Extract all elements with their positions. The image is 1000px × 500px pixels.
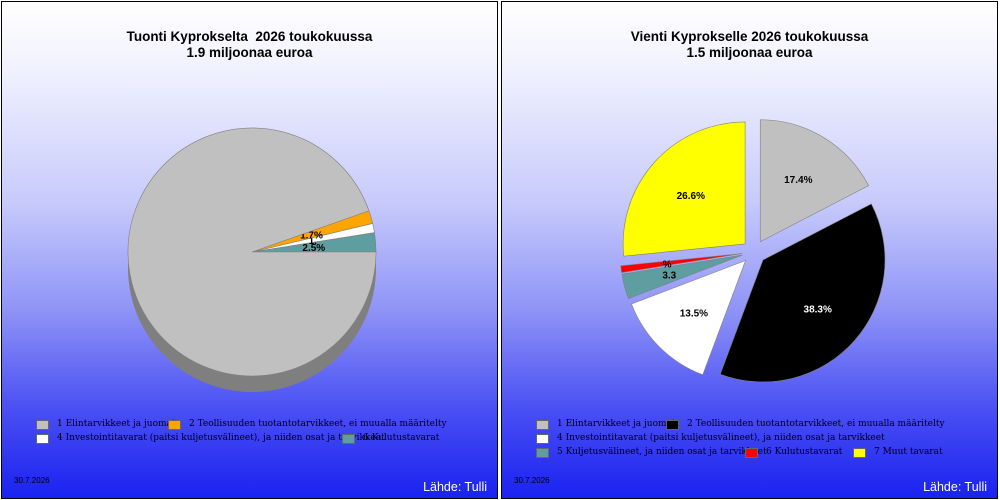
legend-label: 6 Kulutustavarat: [766, 447, 843, 457]
pie-slice-1-elintarvikkeet-ja-juomat: [759, 119, 869, 243]
legend-swatch: [36, 420, 49, 430]
legend-swatch: [536, 420, 549, 430]
legend-label: 6 Kulutustavarat: [363, 433, 440, 443]
legend-label: 2 Teollisuuden tuotantotarvikkeet, ei mu…: [687, 419, 945, 429]
slice-label-6-kulutustavarat: %: [663, 259, 672, 270]
pie-slice-4-investointitavarat-paitsi-kuljetusv-lineet-ja-niiden-osat-ja-tarvikkeet: [631, 259, 747, 376]
legend-label: 2 Teollisuuden tuotantotarvikkeet, ei mu…: [189, 419, 447, 429]
legend-swatch: [853, 448, 866, 458]
legend-swatch: [36, 434, 49, 444]
legend-swatch: [168, 420, 181, 430]
slice-label-6-kulutustavarat: 2.5%: [302, 243, 325, 254]
slice-label-4-investointitavarat-paitsi-kuljetusv-lineet-ja-niiden-osat-ja-tarvikkeet: 13.5%: [680, 308, 708, 319]
export-date: 30.7.2026: [514, 476, 550, 485]
legend-swatch: [536, 434, 549, 444]
legend-label: 7 Muut tavarat: [874, 447, 943, 457]
legend-label: 1 Elintarvikkeet ja juomat: [57, 419, 176, 429]
legend-swatch: [342, 434, 355, 444]
import-chart-panel: Tuonti Kyprokselta 2026 toukokuussa 1.9 …: [1, 1, 498, 499]
slice-label-1-elintarvikkeet-ja-juomat: 17.4%: [784, 175, 812, 186]
export-chart-title: Vienti Kyprokselle 2026 toukokuussa 1.5 …: [502, 29, 997, 61]
slice-label-2-teollisuuden-tuotantotarvikkeet-ei-muualla-m-ritelty: 38.3%: [804, 305, 832, 316]
export-title-line2: 1.5 miljoonaa euroa: [686, 45, 813, 60]
legend-swatch: [745, 448, 758, 458]
slice-label-7-muut-tavarat: 26.6%: [677, 191, 705, 202]
slice-label-2-teollisuuden-tuotantotarvikkeet-ei-muualla-m-ritelty: 1.7%: [300, 231, 323, 242]
import-title-line1: Tuonti Kyprokselta 2026 toukokuussa: [126, 29, 373, 44]
legend-label: 4 Investointitavarat (paitsi kuljetusväl…: [57, 433, 385, 443]
pie-slice-7-muut-tavarat: [622, 121, 746, 257]
legend-label: 4 Investointitavarat (paitsi kuljetusväl…: [557, 433, 885, 443]
export-source: Lähde: Tulli: [923, 480, 987, 494]
legend-label: 1 Elintarvikkeet ja juomat: [557, 419, 676, 429]
slice-label-4-investointitavarat-paitsi-kuljetusv-lineet-ja-niiden-osat-ja-tarvikkeet: 1.: [309, 236, 318, 247]
legend-label: 5 Kuljetusvälineet, ja niiden osat ja ta…: [557, 447, 767, 457]
export-pie-chart: 17.4% 38.3% 13.5% 3.3% 26.6%: [620, 119, 886, 383]
import-pie-chart: 2.5%1.1.7%: [127, 127, 377, 392]
import-date: 30.7.2026: [14, 476, 50, 485]
export-title-line1: Vienti Kyprokselle 2026 toukokuussa: [630, 29, 869, 44]
pie-slice-1-elintarvikkeet-ja-juomat: [127, 127, 377, 377]
legend-swatch: [666, 420, 679, 430]
pie-slice-6-kulutustavarat: [620, 253, 743, 273]
export-chart-panel: Vienti Kyprokselle 2026 toukokuussa 1.5 …: [501, 1, 998, 499]
import-source: Lähde: Tulli: [423, 480, 487, 494]
pie-slice-5-kuljetusv-lineet-ja-niiden-osat-ja-tarvikkeet: [621, 254, 743, 299]
import-title-line2: 1.9 miljoonaa euroa: [186, 45, 313, 60]
import-chart-title: Tuonti Kyprokselta 2026 toukokuussa 1.9 …: [2, 29, 497, 61]
legend-swatch: [536, 448, 549, 458]
slice-label-5-kuljetusv-lineet-ja-niiden-osat-ja-tarvikkeet: 3.3: [662, 271, 676, 282]
pie-slice-2-teollisuuden-tuotantotarvikkeet-ei-muualla-m-ritelty: [719, 203, 886, 383]
